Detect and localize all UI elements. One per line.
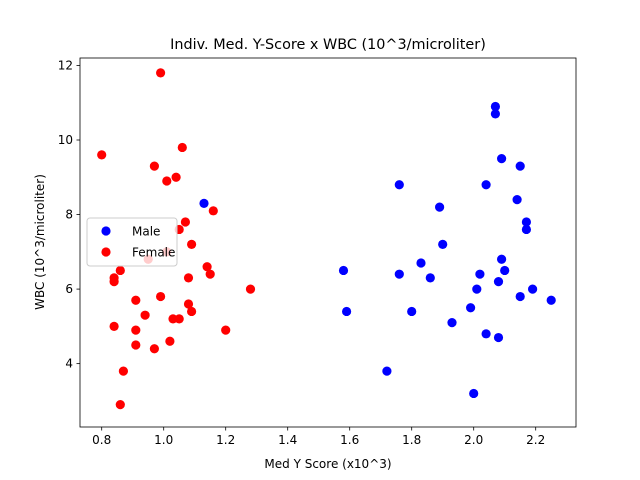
data-point-male [490,109,500,119]
data-point-female [118,366,128,376]
y-tick-label: 12 [58,58,73,72]
y-axis-ticks: 4 6 8 10 12 [58,58,80,371]
data-point-female [115,265,125,276]
x-tick-label: 2.2 [526,433,545,447]
data-point-female [149,161,159,171]
data-point-male [466,303,476,313]
data-point-male [500,265,510,276]
data-point-female [180,217,190,227]
data-point-male [546,295,556,305]
data-point-male [515,291,525,302]
y-tick-label: 4 [65,357,73,371]
data-point-male [338,265,349,276]
data-point-male [481,329,491,339]
data-point-male [394,180,404,190]
data-point-female [97,150,107,160]
data-point-female [162,176,172,186]
legend-label-female: Female [132,246,175,260]
y-axis-title: WBC (10^3/microliter) [33,174,47,310]
data-point-female [131,325,141,335]
data-point-female [115,400,125,410]
x-tick-label: 1.4 [278,433,297,447]
data-point-male [438,239,448,249]
data-point-male [435,202,445,212]
y-tick-label: 8 [65,208,73,222]
data-point-male [490,101,500,112]
x-tick-label: 1.2 [216,433,235,447]
data-point-female [131,340,141,350]
data-point-male [407,306,417,317]
data-point-male [493,277,504,287]
x-tick-label: 1.8 [402,433,421,447]
data-point-female [205,269,215,279]
chart-title: Indiv. Med. Y-Score x WBC (10^3/microlit… [170,37,486,53]
data-point-male [481,180,491,190]
data-point-female [177,142,187,153]
plot-frame [79,57,577,428]
data-point-male [475,269,485,279]
x-axis-ticks: 0.8 1.0 1.2 1.4 1.6 1.8 2.0 2.2 [92,427,545,447]
data-point-male [528,284,538,294]
y-tick-label: 10 [58,133,73,147]
data-point-male [512,195,522,205]
data-point-female [202,262,212,272]
data-point-male [497,254,507,264]
data-point-female [156,291,166,302]
series-male [199,101,556,399]
data-point-male [515,161,525,171]
data-point-female [183,273,194,283]
data-point-female [187,306,197,317]
x-tick-label: 2.0 [464,433,483,447]
data-point-male [342,306,352,317]
data-point-female [109,277,119,287]
legend-label-male: Male [132,225,160,239]
data-point-female [165,336,175,346]
data-points [97,68,556,410]
plot-area [79,57,577,428]
data-point-male [199,198,209,208]
y-tick-label: 6 [65,282,73,296]
legend: Male Female [86,217,178,267]
x-tick-label: 1.0 [154,433,173,447]
data-point-male [472,284,482,294]
x-axis-title: Med Y Score (x10^3) [264,457,391,471]
data-point-female [221,325,231,335]
data-point-male [382,366,392,376]
data-point-female [140,310,150,320]
series-female [97,68,256,410]
data-point-male [425,273,435,283]
legend-marker-male [101,226,111,236]
data-point-male [447,318,457,328]
data-point-male [521,217,532,227]
data-point-female [131,295,141,305]
data-point-female [156,68,166,78]
data-point-male [521,224,532,235]
data-point-female [208,206,218,216]
data-point-female [187,239,197,249]
legend-marker-female [101,247,111,257]
data-point-female [149,344,159,354]
x-tick-label: 0.8 [92,433,111,447]
data-point-female [245,284,256,294]
x-tick-label: 1.6 [340,433,359,447]
data-point-male [469,388,479,399]
data-point-female [174,314,184,324]
data-point-female [171,172,181,182]
data-point-male [493,332,504,343]
data-point-male [394,269,404,279]
data-point-female [109,321,119,331]
data-point-male [416,258,426,268]
data-point-female [183,299,194,309]
data-point-male [497,154,507,164]
